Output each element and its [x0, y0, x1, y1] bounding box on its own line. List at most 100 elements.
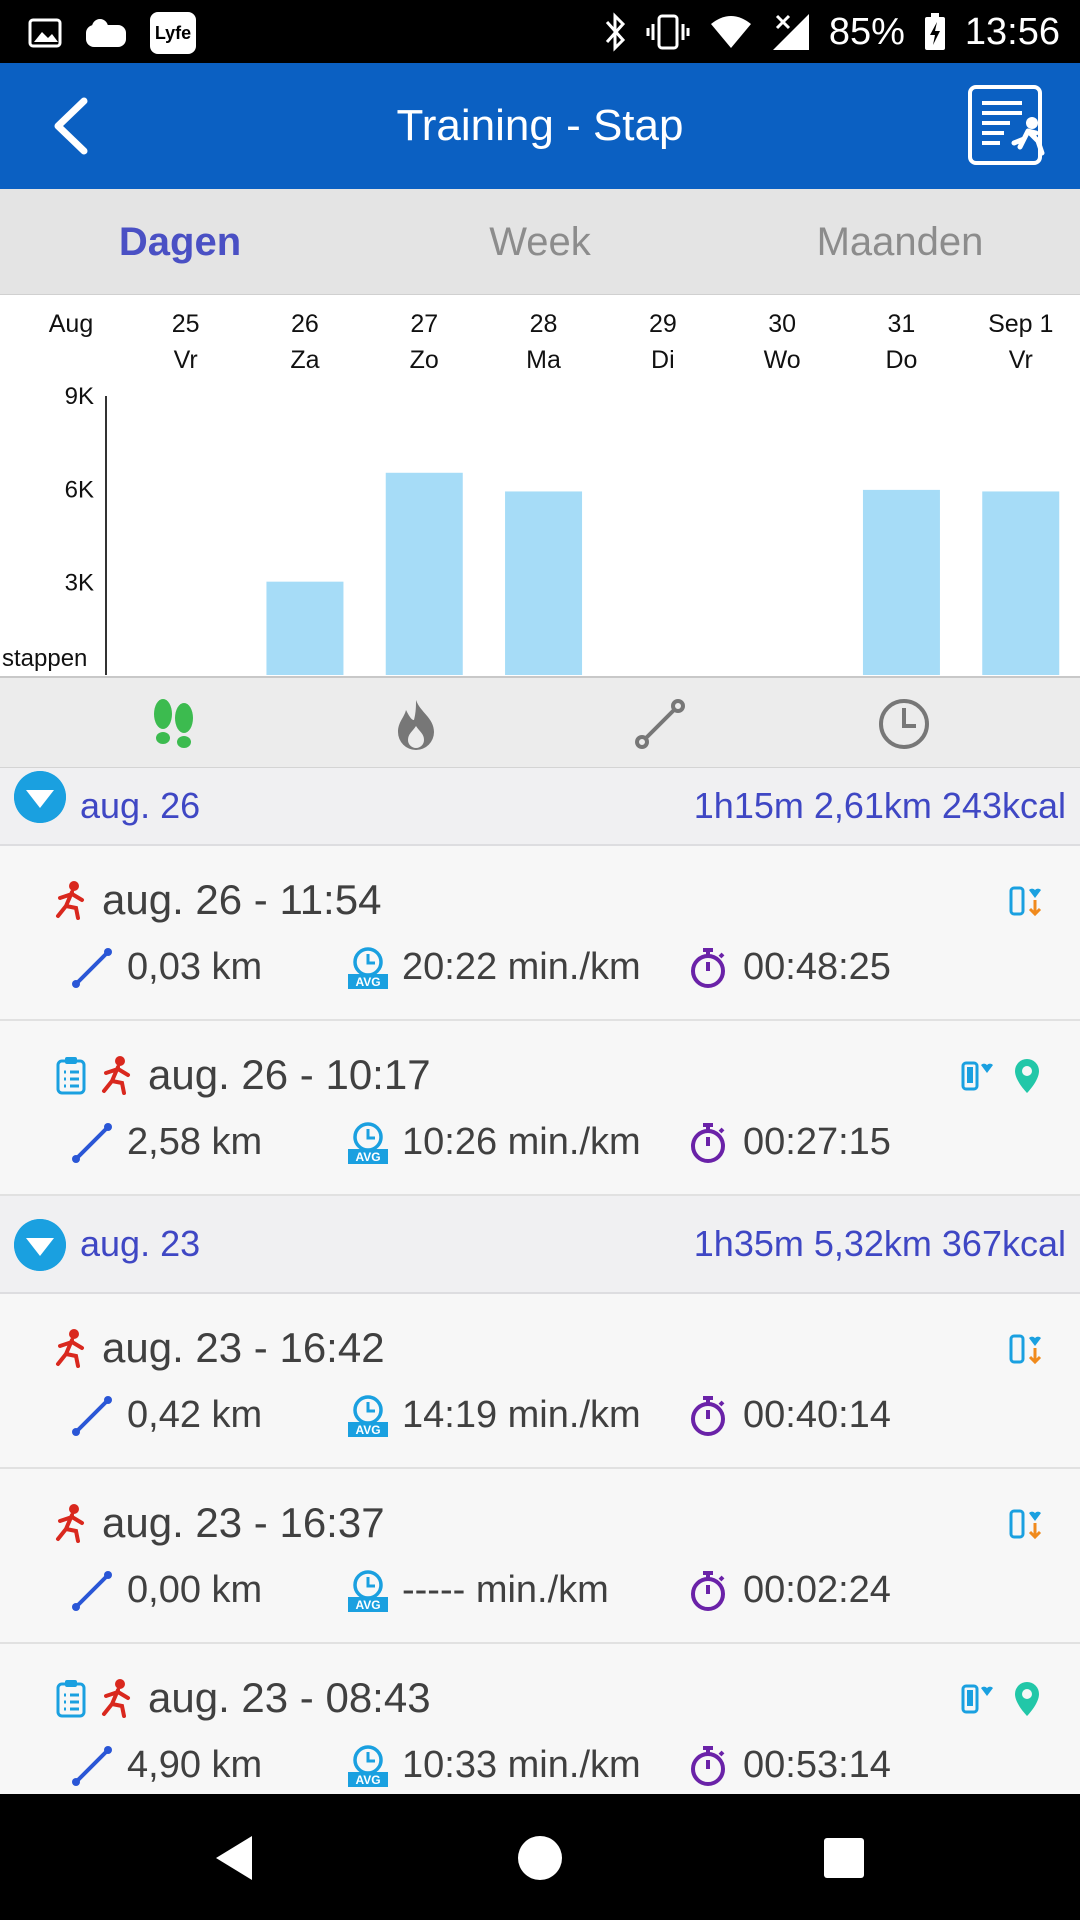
activity-item[interactable]: aug. 26 - 10:17 2,58 km AVG 10:26 min./k…: [0, 1021, 1080, 1196]
activity-title: aug. 26 - 11:54: [102, 876, 382, 923]
x-tick-label: 31: [888, 310, 916, 338]
distance-icon: [72, 948, 112, 988]
report-runner-icon[interactable]: [966, 83, 1050, 167]
activity-distance: 4,90 km: [127, 1744, 263, 1786]
y-axis-label: stappen: [2, 645, 87, 672]
collapse-toggle-icon[interactable]: [14, 771, 66, 823]
day-date: aug. 23: [80, 1223, 201, 1264]
x-weekday-label: Vr: [1009, 346, 1033, 374]
stopwatch-icon: [691, 1746, 725, 1786]
tab-months[interactable]: Maanden: [816, 220, 984, 264]
training-plan-icon: [56, 1680, 86, 1718]
x-weekday-label: Za: [290, 346, 319, 374]
recents-square-icon[interactable]: [816, 1830, 872, 1886]
gps-pin-icon: [1015, 1682, 1039, 1716]
x-tick-label: Sep 1: [988, 310, 1053, 338]
avg-badge-label: AVG: [355, 1150, 380, 1164]
activity-distance: 0,00 km: [127, 1569, 263, 1611]
activity-stats: 2,58 km AVG 10:26 min./km 00:27:15: [0, 1117, 1080, 1167]
notification-icons: Lyfe: [28, 12, 196, 54]
activity-item[interactable]: aug. 23 - 08:43 4,90 km AVG 10:33 min./k…: [0, 1644, 1080, 1794]
avg-pace-icon: AVG: [348, 1122, 388, 1164]
activity-item[interactable]: aug. 26 - 11:54 0,03 km AVG 20:22 min./k…: [0, 846, 1080, 1021]
day-summary: 1h15m 2,61km 243kcal: [693, 785, 1066, 826]
x-weekday-label: Zo: [410, 346, 439, 374]
activity-distance: 0,03 km: [127, 946, 263, 988]
activity-duration: 00:48:25: [743, 946, 891, 988]
chart-bar: [385, 472, 463, 675]
x-tick-label: 28: [530, 310, 558, 338]
avg-badge-label: AVG: [355, 1598, 380, 1612]
flame-icon[interactable]: [388, 696, 444, 752]
phone-heart-sync-icon: [961, 1684, 993, 1714]
avg-pace-icon: AVG: [348, 1570, 388, 1612]
chart-bar: [505, 491, 583, 675]
route-icon[interactable]: [632, 696, 688, 752]
runner-icon: [56, 1504, 84, 1543]
status-bar: Lyfe 85% 13:56: [0, 0, 1080, 63]
system-icons: 85% 13:56: [603, 8, 1060, 56]
activity-stats: 0,00 km AVG ----- min./km 00:02:24: [0, 1565, 1080, 1615]
steps-bar-chart: Aug 25 Vr 26 Za 27 Zo 28 Ma 29 Di 30 Wo 31 Do Sep 1 Vr 3K…: [2, 310, 1060, 675]
system-nav-bar: [0, 1794, 1080, 1920]
avg-pace-icon: AVG: [348, 1745, 388, 1787]
training-plan-icon: [56, 1057, 86, 1095]
metric-switch: [0, 678, 1080, 768]
activity-title: aug. 26 - 10:17: [148, 1051, 431, 1098]
footsteps-icon[interactable]: [146, 696, 202, 752]
avg-pace-icon: AVG: [348, 947, 388, 989]
runner-icon: [56, 881, 84, 920]
back-triangle-icon[interactable]: [208, 1830, 264, 1886]
activity-stats: 0,03 km AVG 20:22 min./km 00:48:25: [0, 942, 1080, 992]
activity-item[interactable]: aug. 23 - 16:42 0,42 km AVG 14:19 min./k…: [0, 1294, 1080, 1469]
home-circle-icon[interactable]: [512, 1830, 568, 1886]
distance-icon: [72, 1746, 112, 1786]
distance-icon: [72, 1571, 112, 1611]
activity-item[interactable]: aug. 23 - 16:37 0,00 km AVG ----- min./k…: [0, 1469, 1080, 1644]
activity-pace: ----- min./km: [402, 1569, 609, 1611]
tab-week[interactable]: Week: [489, 220, 591, 264]
stopwatch-icon: [691, 1571, 725, 1611]
activity-title: aug. 23 - 16:42: [102, 1324, 385, 1371]
avg-badge-label: AVG: [355, 1423, 380, 1437]
runner-icon: [102, 1056, 130, 1095]
runner-icon: [102, 1679, 130, 1718]
day-header[interactable]: aug. 23 1h35m 5,32km 367kcal: [0, 1196, 1080, 1294]
activity-duration: 00:02:24: [743, 1569, 891, 1611]
phone-heart-sync-icon: [961, 1061, 993, 1091]
image-icon: [28, 18, 62, 48]
activity-pace: 10:33 min./km: [402, 1744, 641, 1786]
activity-pace: 20:22 min./km: [402, 946, 641, 988]
x-weekday-label: Ma: [526, 346, 561, 374]
device-heart-sync-icon: [1009, 1509, 1042, 1540]
cloud-icon: [86, 19, 126, 47]
activity-stats: 0,42 km AVG 14:19 min./km 00:40:14: [0, 1390, 1080, 1440]
x-tick-label: 29: [649, 310, 677, 338]
vibrate-icon: [646, 14, 690, 50]
day-summary: 1h35m 5,32km 367kcal: [693, 1223, 1066, 1264]
activity-duration: 00:27:15: [743, 1121, 891, 1163]
activity-stats: 4,90 km AVG 10:33 min./km 00:53:14: [0, 1740, 1080, 1790]
stopwatch-icon: [691, 1123, 725, 1163]
device-heart-sync-icon: [1009, 886, 1042, 917]
page-title: Training - Stap: [396, 101, 684, 150]
x-tick-label: 25: [172, 310, 200, 338]
x-weekday-label: Wo: [764, 346, 801, 374]
app-bar: Training - Stap: [0, 63, 1080, 189]
day-header[interactable]: aug. 26 1h15m 2,61km 243kcal: [0, 768, 1080, 846]
wifi-icon: [710, 16, 751, 48]
avg-pace-icon: AVG: [348, 1395, 388, 1437]
clock-icon[interactable]: [876, 696, 932, 752]
period-tabs: Dagen Week Maanden: [0, 189, 1080, 295]
collapse-toggle-icon[interactable]: [14, 1219, 66, 1271]
distance-icon: [72, 1396, 112, 1436]
y-tick-label: 3K: [65, 570, 94, 597]
avg-badge-label: AVG: [355, 975, 380, 989]
chevron-left-icon[interactable]: [40, 93, 106, 159]
x-tick-label: 26: [291, 310, 319, 338]
activity-pace: 10:26 min./km: [402, 1121, 641, 1163]
day-date: aug. 26: [80, 785, 201, 826]
tab-days[interactable]: Dagen: [118, 220, 242, 264]
chart-bar: [862, 489, 940, 675]
battery-charging-icon: [924, 13, 945, 50]
